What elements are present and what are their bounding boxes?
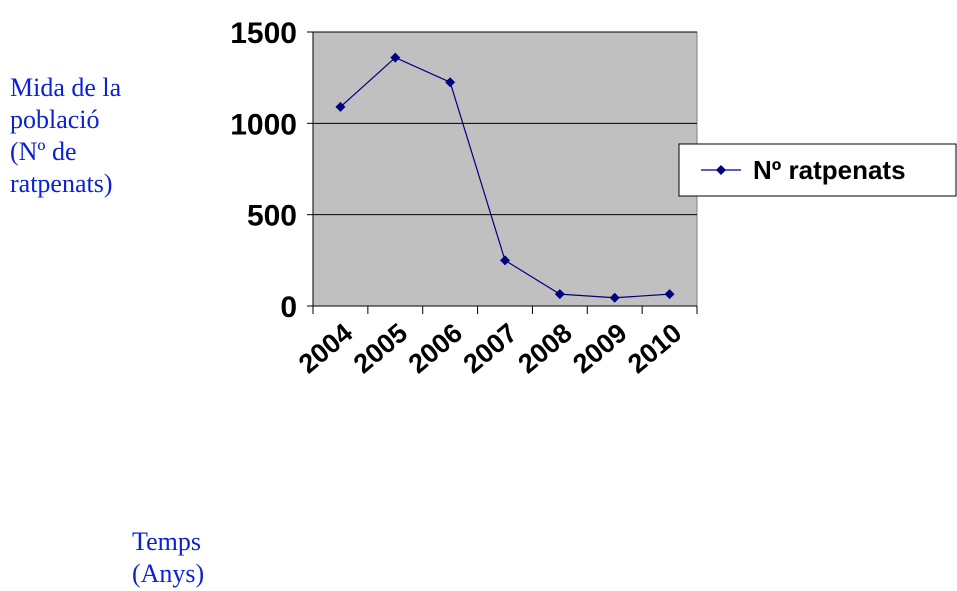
data-point: [664, 289, 675, 300]
legend-marker: [716, 165, 726, 175]
x-axis-label-line: Temps: [132, 527, 201, 556]
x-tick-label: 2010: [622, 318, 687, 380]
y-tick-label: 1000: [230, 108, 297, 141]
y-tick-label: 0: [280, 291, 297, 324]
y-axis-label-line: ratpenats): [10, 169, 113, 198]
axes: [307, 31, 698, 314]
series-group: [335, 52, 675, 303]
legend-label: Nº ratpenats: [753, 155, 906, 185]
data-point: [445, 77, 456, 88]
y-axis-label-line: (Nº de: [10, 137, 77, 166]
y-axis-label-line: Mida de la: [10, 73, 122, 102]
data-point: [500, 255, 510, 266]
data-point: [609, 292, 620, 303]
x-tick-label: 2007: [458, 318, 523, 380]
gridlines: [313, 31, 697, 216]
y-axis-label: Mida de la població (Nº de ratpenats): [10, 72, 170, 200]
data-point: [390, 52, 401, 63]
x-axis-label: Temps (Anys): [132, 526, 272, 590]
y-axis-label-line: població: [10, 105, 100, 134]
x-tick-label: 2006: [403, 318, 468, 380]
x-tick-label: 2004: [293, 318, 358, 380]
y-tick-labels: 0 500 1000 1500: [230, 17, 297, 324]
data-point: [335, 101, 346, 112]
x-tick-label: 2005: [348, 318, 413, 380]
y-tick-label: 500: [247, 200, 297, 233]
x-tick-label: 2008: [512, 318, 577, 380]
legend: Nº ratpenats: [678, 143, 957, 197]
x-tick-label: 2009: [567, 318, 632, 380]
y-tick-label: 1500: [230, 17, 297, 50]
x-axis-label-line: (Anys): [132, 559, 205, 588]
data-point: [554, 289, 565, 300]
